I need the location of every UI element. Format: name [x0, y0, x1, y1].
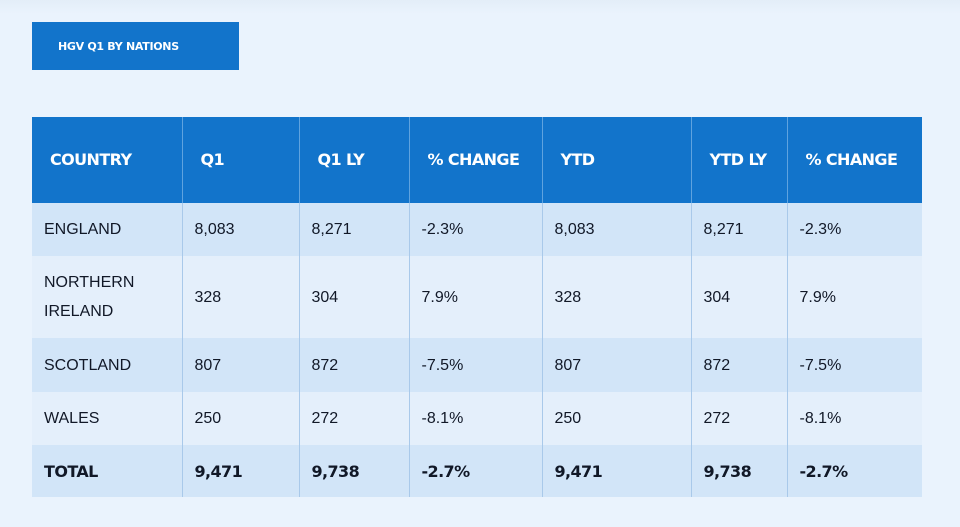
cell-ytd-change: -2.3%	[786, 203, 922, 256]
page-title: HGV Q1 BY NATIONS	[32, 22, 239, 70]
cell-ytd: 807	[541, 338, 691, 392]
cell-q1-ly: 8,271	[298, 203, 409, 256]
header-q1-ly: Q1 LY	[298, 117, 409, 203]
cell-country: NORTHERN IRELAND	[32, 256, 182, 338]
total-ytd-ly: 9,738	[690, 445, 787, 497]
cell-q1: 807	[181, 338, 299, 392]
total-ytd: 9,471	[541, 445, 691, 497]
header-country: COUNTRY	[32, 117, 182, 203]
cell-ytd-ly: 8,271	[690, 203, 787, 256]
cell-ytd-ly: 272	[690, 392, 787, 445]
cell-ytd: 250	[541, 392, 691, 445]
cell-ytd-change: -8.1%	[786, 392, 922, 445]
header-ytd-change: % CHANGE	[786, 117, 922, 203]
table-row: WALES 250 272 -8.1% 250 272 -8.1%	[32, 392, 922, 445]
cell-q1-change: -8.1%	[408, 392, 542, 445]
header-q1-change: % CHANGE	[408, 117, 542, 203]
total-ytd-change: -2.7%	[786, 445, 922, 497]
nations-table: COUNTRY Q1 Q1 LY % CHANGE YTD YTD LY % C…	[32, 117, 922, 497]
cell-country: ENGLAND	[32, 203, 182, 256]
cell-q1-change: 7.9%	[408, 256, 542, 338]
cell-country: SCOTLAND	[32, 338, 182, 392]
cell-ytd: 8,083	[541, 203, 691, 256]
cell-q1-ly: 272	[298, 392, 409, 445]
cell-ytd: 328	[541, 256, 691, 338]
cell-ytd-change: 7.9%	[786, 256, 922, 338]
cell-q1: 328	[181, 256, 299, 338]
total-label: TOTAL	[32, 445, 182, 497]
cell-ytd-ly: 872	[690, 338, 787, 392]
total-q1: 9,471	[181, 445, 299, 497]
table-row: ENGLAND 8,083 8,271 -2.3% 8,083 8,271 -2…	[32, 203, 922, 256]
cell-q1: 250	[181, 392, 299, 445]
cell-q1: 8,083	[181, 203, 299, 256]
cell-q1-change: -2.3%	[408, 203, 542, 256]
cell-q1-ly: 872	[298, 338, 409, 392]
cell-q1-ly: 304	[298, 256, 409, 338]
total-q1-change: -2.7%	[408, 445, 542, 497]
total-row: TOTAL 9,471 9,738 -2.7% 9,471 9,738 -2.7…	[32, 445, 922, 497]
cell-ytd-ly: 304	[690, 256, 787, 338]
header-q1: Q1	[181, 117, 299, 203]
header-row: COUNTRY Q1 Q1 LY % CHANGE YTD YTD LY % C…	[32, 117, 922, 203]
cell-q1-change: -7.5%	[408, 338, 542, 392]
table-row: NORTHERN IRELAND 328 304 7.9% 328 304 7.…	[32, 256, 922, 338]
header-ytd-ly: YTD LY	[690, 117, 787, 203]
table-row: SCOTLAND 807 872 -7.5% 807 872 -7.5%	[32, 338, 922, 392]
total-q1-ly: 9,738	[298, 445, 409, 497]
header-ytd: YTD	[541, 117, 691, 203]
cell-ytd-change: -7.5%	[786, 338, 922, 392]
cell-country: WALES	[32, 392, 182, 445]
